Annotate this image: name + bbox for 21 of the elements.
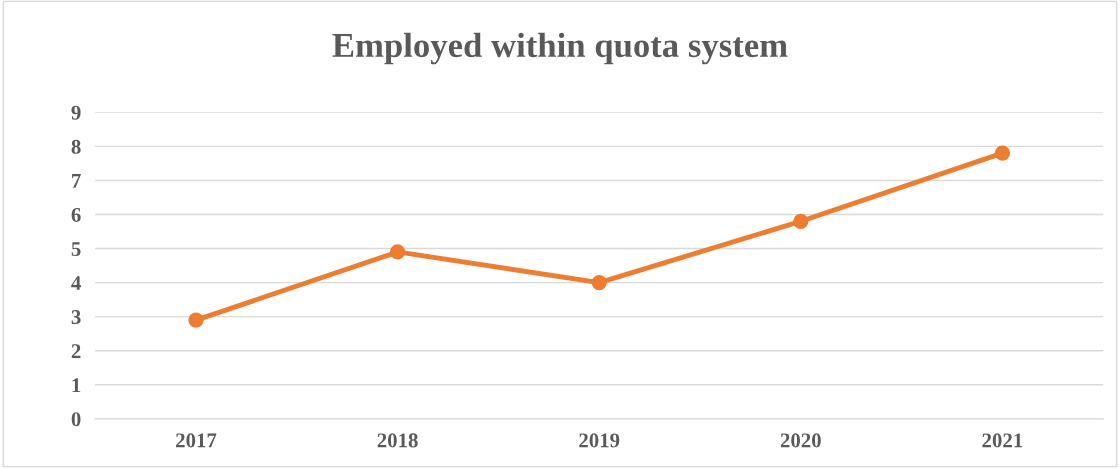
y-tick-label: 7 — [72, 174, 81, 188]
y-tick-label: 9 — [71, 105, 81, 120]
y-tick-label: 6 — [71, 207, 81, 222]
x-tick-label: 2017 — [176, 433, 217, 448]
y-tick-label: 1 — [72, 378, 81, 393]
point — [188, 312, 204, 328]
y-tick-label: 3 — [71, 310, 81, 325]
x-tick-label: 2020 — [780, 433, 821, 448]
x-tick-label: 2018 — [377, 433, 418, 448]
y-tick-label: 4 — [71, 276, 81, 290]
point — [994, 145, 1011, 161]
x-tick-label: 2021 — [982, 433, 1023, 448]
y-tick-label: 0 — [71, 412, 81, 427]
x-tick-label: 2019 — [579, 433, 620, 448]
y-tick-label: 5 — [71, 242, 81, 256]
chart-title: Employed within quota system — [332, 32, 788, 65]
y-tick-label: 2 — [71, 344, 81, 358]
point — [389, 244, 406, 260]
point — [793, 213, 809, 229]
y-tick-label: 8 — [71, 139, 81, 154]
point — [591, 274, 607, 291]
